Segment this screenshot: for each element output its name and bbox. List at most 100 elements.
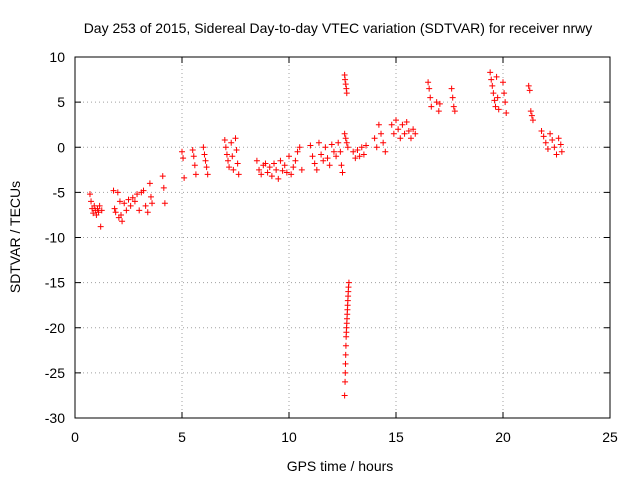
data-point [551, 144, 558, 151]
data-point [378, 130, 385, 137]
data-point [142, 202, 149, 209]
data-point [256, 166, 263, 173]
data-point [189, 146, 196, 153]
data-point [448, 85, 455, 92]
data-point [425, 79, 432, 86]
data-point [492, 103, 499, 110]
data-point [491, 97, 498, 104]
data-point [343, 139, 350, 146]
data-point [494, 94, 501, 101]
data-point [201, 151, 208, 158]
y-tick-label: -5 [53, 184, 66, 200]
data-point [489, 82, 496, 89]
data-point [322, 144, 329, 151]
data-point [294, 148, 301, 155]
data-point [95, 209, 102, 216]
data-point [281, 162, 288, 169]
data-point [181, 174, 188, 181]
data-point [528, 112, 535, 119]
data-point [235, 171, 242, 178]
data-point [326, 162, 333, 169]
data-point [388, 121, 395, 128]
data-point [526, 87, 533, 94]
data-point [271, 160, 278, 167]
data-point [298, 166, 305, 173]
data-point [119, 218, 126, 225]
data-point [354, 146, 361, 153]
data-point [180, 155, 187, 162]
y-tick-label: -25 [45, 365, 65, 381]
data-point [338, 162, 345, 169]
data-point [161, 200, 168, 207]
data-point [558, 148, 565, 155]
data-point [116, 198, 123, 205]
data-point [160, 184, 167, 191]
data-point [352, 155, 359, 162]
data-point [401, 130, 408, 137]
data-point [501, 90, 508, 97]
data-point [390, 130, 397, 137]
data-point [427, 94, 434, 101]
data-point [253, 157, 260, 164]
data-point [330, 148, 337, 155]
data-point [342, 76, 349, 83]
x-tick-label: 20 [495, 429, 511, 445]
data-point [127, 202, 134, 209]
y-tick-label: 0 [57, 139, 65, 155]
data-point [342, 360, 349, 367]
data-point [121, 200, 128, 207]
data-point [159, 173, 166, 180]
data-point [292, 157, 299, 164]
plot-frame [74, 56, 611, 419]
data-point [223, 151, 230, 158]
data-point [129, 194, 136, 201]
data-point [114, 189, 121, 196]
data-point [131, 198, 138, 205]
data-point [328, 141, 335, 148]
data-point [399, 121, 406, 128]
data-point [97, 223, 104, 230]
data-point [123, 207, 130, 214]
data-point [309, 153, 316, 160]
data-point [549, 137, 556, 144]
data-point [91, 202, 98, 209]
x-tick-label: 25 [602, 429, 618, 445]
data-point [118, 211, 125, 218]
data-point [339, 169, 346, 176]
data-point [232, 135, 239, 142]
data-point [262, 160, 269, 167]
data-point [395, 126, 402, 133]
data-point [222, 144, 229, 151]
data-point [288, 171, 295, 178]
data-point [286, 153, 292, 160]
data-point [412, 130, 419, 137]
data-point [393, 117, 399, 124]
data-point [111, 205, 118, 212]
data-point [279, 167, 286, 174]
data-point [311, 160, 318, 167]
data-point [86, 191, 93, 198]
data-point [345, 279, 352, 286]
data-point [433, 99, 440, 106]
data-point [258, 171, 265, 178]
data-point [324, 155, 331, 162]
data-point [307, 142, 314, 149]
data-point [318, 151, 325, 158]
data-point [110, 187, 117, 194]
data-point [192, 171, 199, 178]
data-point [313, 166, 320, 173]
data-point [397, 135, 404, 142]
data-point [407, 135, 414, 142]
data-point [410, 126, 417, 133]
data-point [337, 148, 344, 155]
data-point [226, 164, 233, 171]
data-point [435, 108, 442, 115]
x-tick-label: 15 [388, 429, 404, 445]
data-point [495, 106, 502, 113]
data-point [264, 169, 271, 176]
data-point [112, 209, 119, 216]
data-point [341, 392, 348, 399]
data-point [342, 369, 349, 376]
data-point [228, 139, 235, 146]
